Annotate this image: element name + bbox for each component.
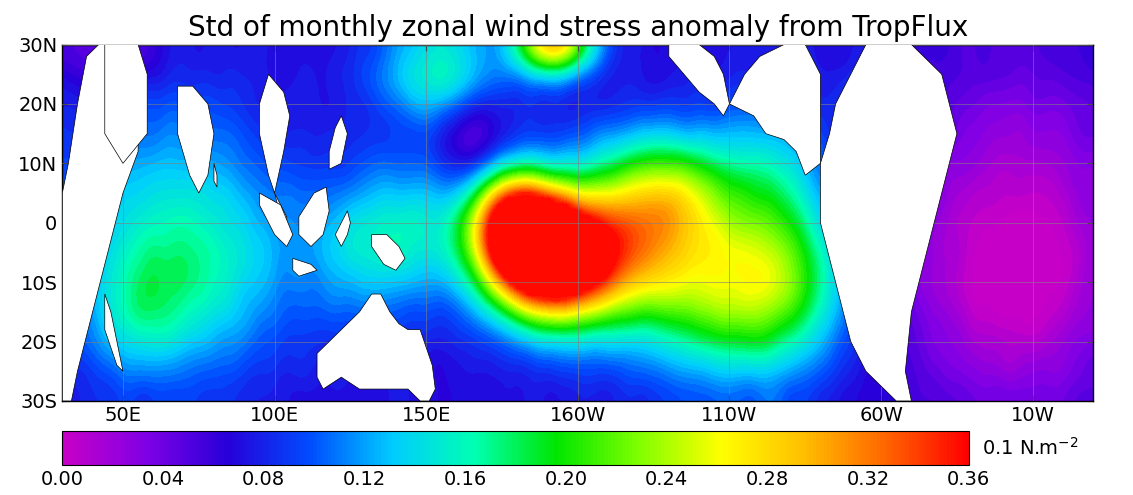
Polygon shape [178,86,214,193]
Polygon shape [104,45,147,163]
Polygon shape [317,294,435,401]
Polygon shape [335,211,350,247]
Polygon shape [62,45,138,401]
Polygon shape [274,193,287,229]
Polygon shape [820,45,957,401]
Polygon shape [259,74,290,193]
Polygon shape [104,294,123,371]
Polygon shape [330,116,348,169]
Text: 0.1 N.m$\mathregular{^{-2}}$: 0.1 N.m$\mathregular{^{-2}}$ [982,437,1079,459]
Polygon shape [730,45,820,175]
Polygon shape [214,163,218,187]
Polygon shape [259,193,292,247]
Title: Std of monthly zonal wind stress anomaly from TropFlux: Std of monthly zonal wind stress anomaly… [188,14,968,42]
Polygon shape [668,45,730,116]
Polygon shape [299,187,330,247]
Polygon shape [292,258,317,276]
Polygon shape [372,235,404,270]
